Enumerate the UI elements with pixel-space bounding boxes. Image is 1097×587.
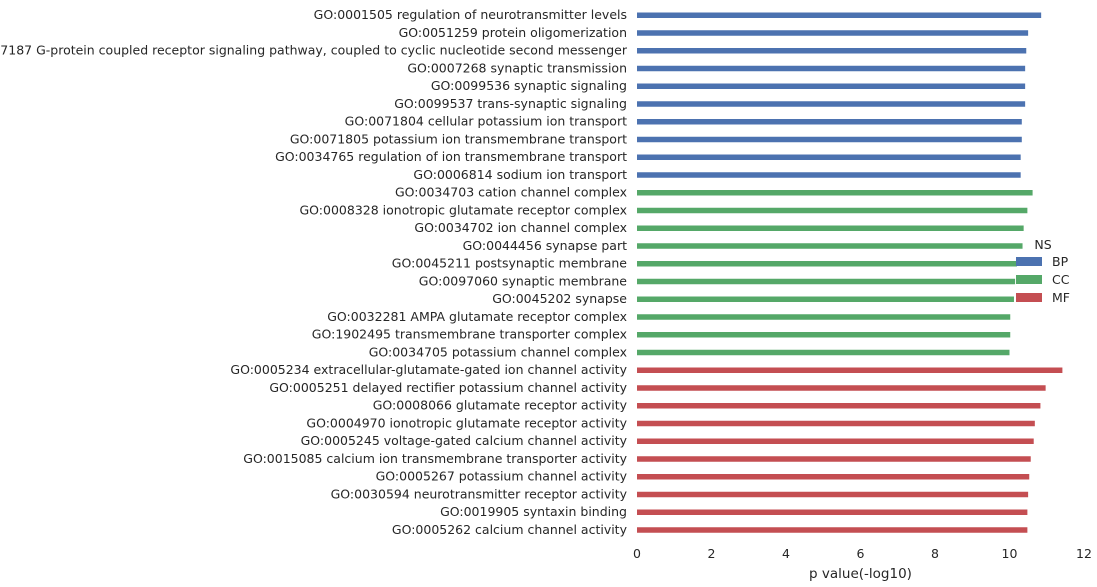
category-label: GO:0034702 ion channel complex [414, 220, 627, 235]
legend-label-cc: CC [1052, 272, 1070, 287]
category-label: GO:0030594 neurotransmitter receptor act… [331, 486, 628, 501]
bar-mf [637, 438, 1034, 444]
bar-bp [637, 119, 1022, 125]
category-label: GO:0044456 synapse part [463, 238, 627, 253]
category-label: GO:0007187 G-protein coupled receptor si… [0, 43, 628, 58]
x-tick-label: 8 [931, 546, 939, 561]
x-tick-label: 0 [633, 546, 641, 561]
category-label: GO:0097060 synaptic membrane [419, 273, 628, 288]
legend-swatch-mf [1016, 293, 1042, 302]
bar-bp [637, 136, 1022, 143]
category-label: GO:0019905 syntaxin binding [440, 504, 627, 519]
bar-bp [637, 12, 1042, 18]
x-tick-label: 6 [857, 546, 865, 561]
legend-swatch-bp [1016, 257, 1042, 266]
category-label: GO:0015085 calcium ion transmembrane tra… [243, 451, 627, 466]
x-axis: 0 2 4 6 8 10 12 [633, 546, 1092, 561]
bar-mf [637, 527, 1028, 533]
bar-mf [637, 385, 1046, 391]
bar-cc [637, 296, 1014, 302]
x-tick-label: 10 [1002, 546, 1018, 561]
bar-mf [637, 403, 1041, 409]
bar-cc [637, 261, 1017, 267]
legend-swatch-cc [1016, 275, 1042, 284]
bar-bp [637, 30, 1029, 36]
category-label: GO:0051259 protein oligomerization [399, 25, 627, 40]
bar-mf [637, 420, 1035, 427]
bar-cc [637, 314, 1011, 320]
legend: NS BP CC MF [1016, 237, 1070, 305]
category-label: GO:0005262 calcium channel activity [392, 522, 628, 537]
x-axis-label: p value(-log10) [809, 566, 912, 582]
x-tick-label: 2 [708, 546, 716, 561]
category-label: GO:0045202 synapse [492, 291, 627, 306]
bar-bp [637, 172, 1021, 178]
category-labels: GO:0001505 regulation of neurotransmitte… [0, 7, 628, 537]
bar-cc [637, 225, 1024, 231]
category-label: GO:0071804 cellular potassium ion transp… [345, 114, 627, 129]
bar-cc [637, 332, 1011, 338]
bar-bp [637, 154, 1021, 160]
bar-bp [637, 83, 1026, 89]
category-label: GO:0005234 extracellular-glutamate-gated… [230, 362, 627, 377]
category-label: GO:0005251 delayed rectifier potassium c… [269, 380, 627, 395]
bar-cc [637, 207, 1028, 214]
bar-cc [637, 349, 1010, 356]
category-label: GO:0071805 potassium ion transmembrane t… [290, 131, 627, 146]
bar-mf [637, 474, 1030, 480]
category-label: GO:0034703 cation channel complex [395, 185, 627, 200]
bar-bp [637, 65, 1026, 72]
category-label: GO:0007268 synaptic transmission [407, 60, 627, 75]
x-tick-label: 4 [782, 546, 790, 561]
bar-mf [637, 509, 1028, 515]
category-label: GO:0099537 trans-synaptic signaling [394, 96, 627, 111]
category-label: GO:0008066 glutamate receptor activity [373, 398, 628, 413]
bar-bp [637, 101, 1026, 107]
category-label: GO:0032281 AMPA glutamate receptor compl… [327, 309, 627, 324]
category-label: GO:0005267 potassium channel activity [376, 469, 628, 484]
bar-bp [637, 48, 1027, 54]
category-label: GO:1902495 transmembrane transporter com… [312, 327, 627, 342]
bar-mf [637, 456, 1031, 462]
bar-cc [637, 190, 1033, 196]
bars [637, 12, 1063, 533]
category-label: GO:0001505 regulation of neurotransmitte… [314, 7, 627, 22]
bar-mf [637, 367, 1063, 373]
legend-label-bp: BP [1052, 254, 1069, 269]
category-label: GO:0005245 voltage-gated calcium channel… [301, 433, 628, 448]
bar-cc [637, 278, 1016, 285]
category-label: GO:0004970 ionotropic glutamate receptor… [306, 415, 627, 430]
category-label: GO:0008328 ionotropic glutamate receptor… [300, 202, 628, 217]
x-tick-label: 12 [1076, 546, 1092, 561]
legend-title: NS [1034, 237, 1051, 252]
bar-cc [637, 243, 1023, 249]
category-label: GO:0006814 sodium ion transport [413, 167, 627, 182]
category-label: GO:0045211 postsynaptic membrane [392, 256, 628, 271]
legend-label-mf: MF [1052, 290, 1070, 305]
bar-mf [637, 491, 1029, 498]
category-label: GO:0099536 synaptic signaling [431, 78, 627, 93]
category-label: GO:0034765 regulation of ion transmembra… [275, 149, 627, 164]
category-label: GO:0034705 potassium channel complex [369, 344, 627, 359]
